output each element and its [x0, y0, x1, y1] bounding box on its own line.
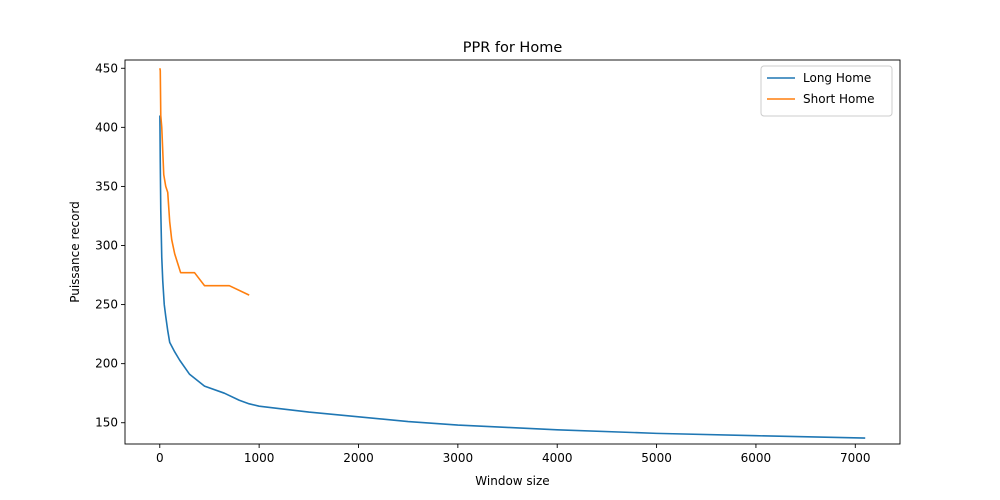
series-line-long-home	[159, 115, 866, 439]
legend-label: Long Home	[803, 71, 871, 85]
x-tick-label: 5000	[641, 451, 672, 465]
y-tick-label: 400	[95, 120, 118, 134]
series-line-short-home	[159, 68, 250, 296]
y-axis: 150 200 250 300 350 400 450	[95, 61, 125, 430]
legend: Long Home Short Home	[760, 65, 893, 117]
chart-title: PPR for Home	[463, 40, 563, 56]
x-tick-label: 1000	[244, 451, 275, 465]
y-tick-label: 300	[95, 239, 118, 253]
x-tick-label: 2000	[343, 451, 374, 465]
y-tick-label: 200	[95, 357, 118, 371]
x-axis: 0 1000 2000 3000 4000 5000 6000 7000	[156, 444, 871, 465]
legend-label: Short Home	[803, 92, 874, 106]
x-tick-label: 4000	[542, 451, 573, 465]
plot-lines	[159, 68, 866, 439]
y-axis-label: Puissance record	[68, 201, 82, 303]
plot-frame	[124, 59, 901, 445]
y-tick-label: 250	[95, 298, 118, 312]
y-tick-label: 350	[95, 179, 118, 193]
x-axis-label: Window size	[475, 474, 549, 488]
y-tick-label: 150	[95, 416, 118, 430]
x-tick-label: 3000	[443, 451, 474, 465]
x-tick-label: 0	[156, 451, 164, 465]
y-tick-label: 450	[95, 61, 118, 75]
x-tick-label: 6000	[741, 451, 772, 465]
x-tick-label: 7000	[840, 451, 871, 465]
